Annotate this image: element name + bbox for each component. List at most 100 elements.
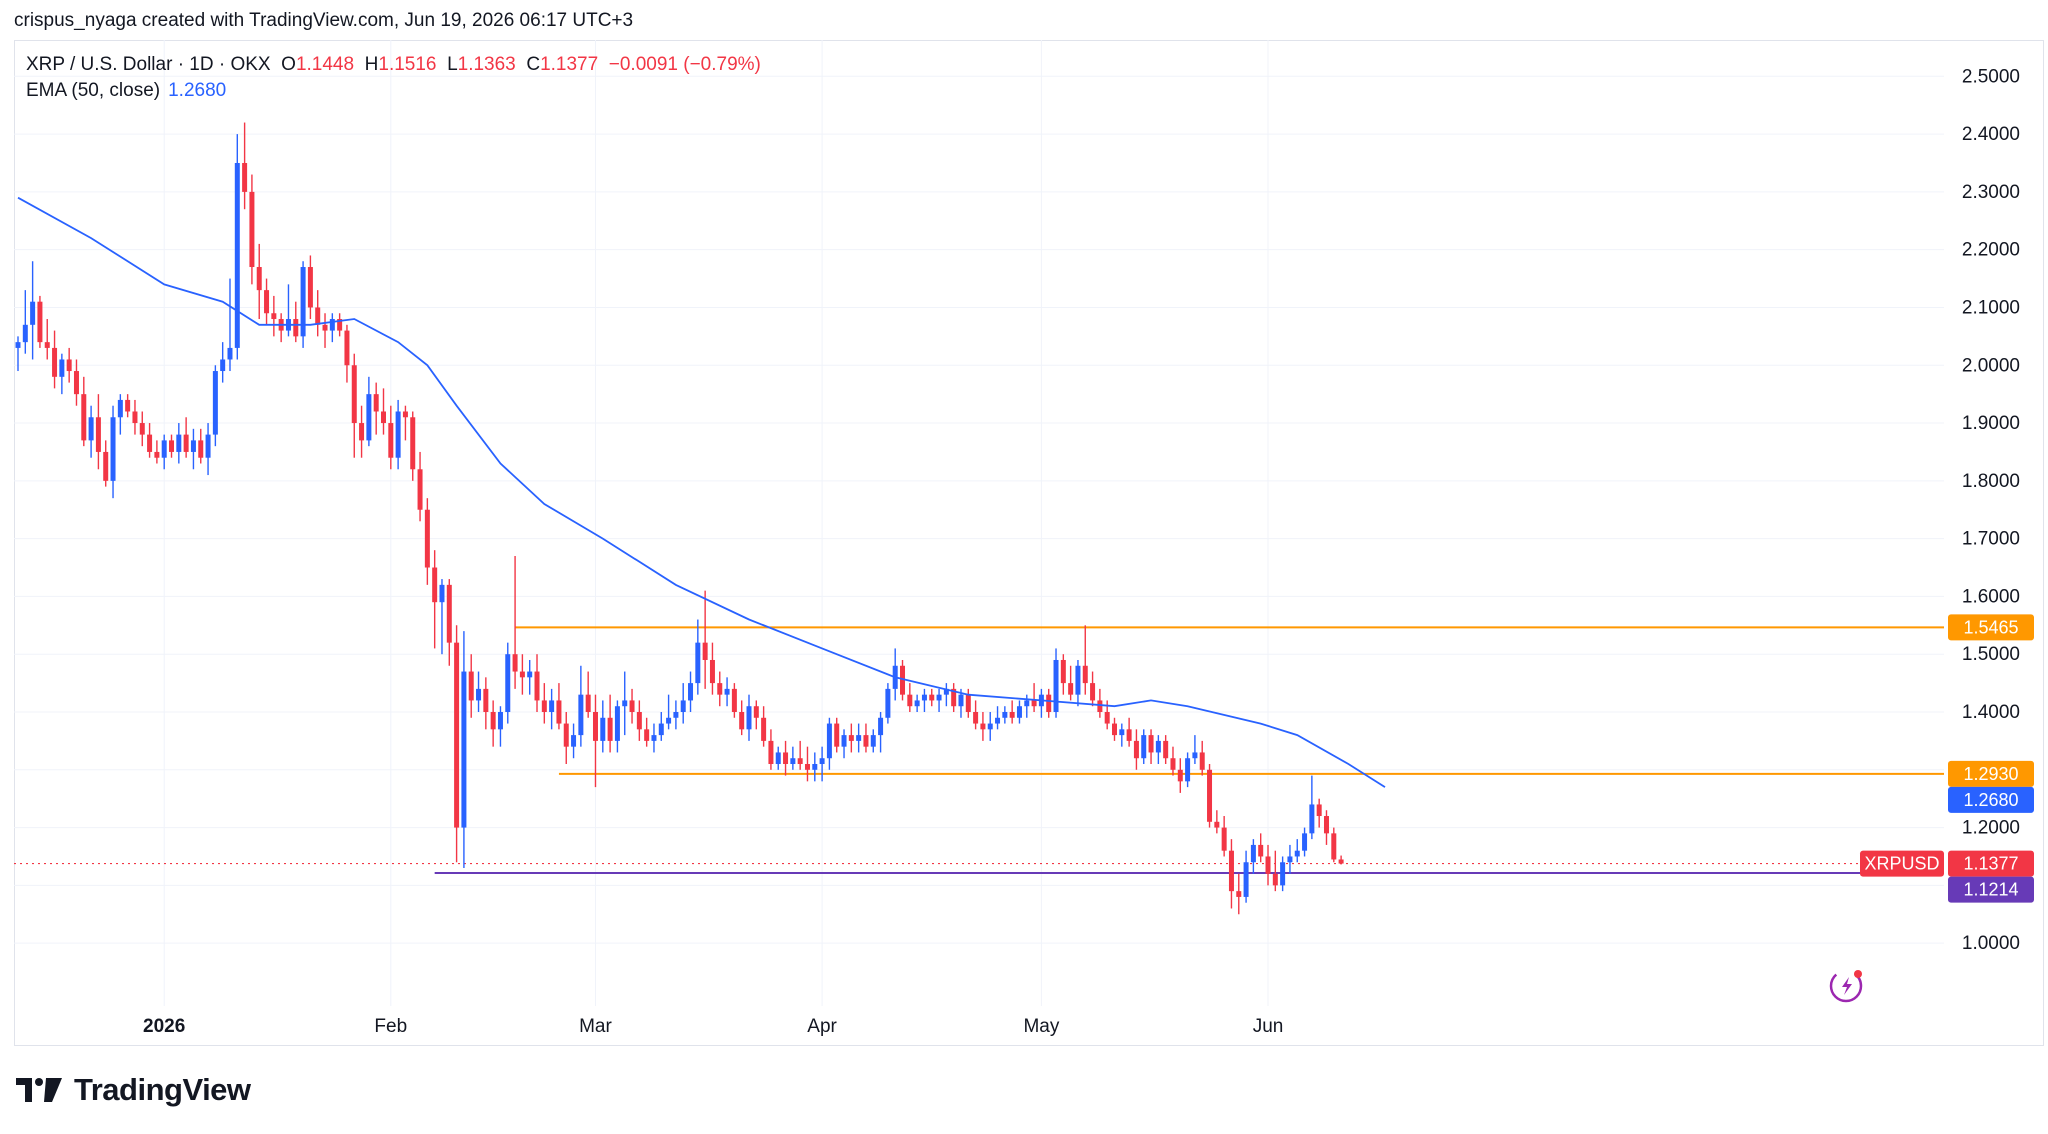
tradingview-logo-icon (16, 1078, 62, 1102)
candle (410, 411, 416, 481)
candle-body (636, 711, 642, 730)
symbol-title[interactable]: XRP / U.S. Dollar · 1D · OKX (26, 54, 271, 75)
replay-icon[interactable] (1829, 969, 1863, 1003)
candle (417, 451, 423, 522)
candle-body (1141, 735, 1147, 759)
candle-body (592, 711, 598, 741)
candle (965, 688, 971, 718)
candle-body (66, 359, 72, 372)
y-tick-label: 1.4000 (1962, 702, 2020, 723)
candle (1192, 735, 1198, 765)
candle (154, 440, 160, 464)
candle (856, 723, 862, 753)
candle-body (1097, 700, 1103, 712)
price-chart[interactable]: 1.00001.10001.20001.30001.40001.50001.60… (0, 0, 2048, 1060)
candle (885, 683, 891, 724)
candle (1228, 839, 1234, 909)
candle-body (30, 301, 36, 325)
candle-body (863, 735, 869, 747)
open-label: O (281, 54, 296, 75)
candle-body (1068, 683, 1074, 695)
candle-body (812, 764, 818, 770)
candle-body (1090, 683, 1096, 701)
candle-body (753, 706, 759, 718)
candle (1280, 856, 1286, 892)
candle-body (819, 758, 825, 765)
candle (285, 284, 291, 337)
candle (1002, 706, 1008, 724)
candle (1031, 683, 1037, 712)
level-badge-1-2930: 1.2930 (1948, 760, 2034, 787)
candle (132, 399, 138, 435)
open-value: 1.1448 (295, 54, 355, 75)
candle (344, 324, 350, 383)
candle-body (783, 752, 789, 765)
candle-body (527, 671, 533, 678)
candle-body (848, 735, 854, 741)
candle (1082, 625, 1088, 695)
y-tick-label: 1.9000 (1962, 413, 2020, 434)
candle-body (147, 434, 153, 452)
price-badges: 1.5465 1.2930 1.2680 1.1377 1.1214 XRPUSD (1860, 614, 2034, 903)
candle (761, 706, 767, 747)
y-tick-label: 1.0000 (1962, 933, 2020, 954)
x-tick-label: Mar (579, 1016, 612, 1037)
y-tick-label: 1.6000 (1962, 586, 2020, 607)
y-tick-label: 2.0000 (1962, 355, 2020, 376)
candle (110, 405, 116, 499)
ema-row[interactable]: EMA (50, close) 1.2680 (26, 78, 761, 104)
candle-body (1046, 694, 1052, 712)
candle-body (205, 434, 211, 458)
candle (980, 711, 986, 741)
candle-body (688, 683, 694, 701)
candle (1250, 839, 1256, 874)
candle (1009, 700, 1015, 724)
ema-value: 1.2680 (168, 80, 227, 101)
candle (30, 261, 36, 360)
candle (1141, 729, 1147, 765)
candle (1038, 688, 1044, 718)
candle-body (81, 394, 87, 441)
candle-body (329, 319, 335, 331)
candle-body (1192, 752, 1198, 759)
candle (585, 671, 591, 718)
candle-body (59, 359, 65, 377)
candle-body (190, 440, 196, 452)
candle (804, 746, 810, 782)
candle (66, 347, 72, 383)
candle (907, 683, 913, 712)
badge-box (1948, 786, 2034, 813)
candle (395, 399, 401, 470)
candle (1214, 810, 1220, 834)
candle (1090, 671, 1096, 707)
candle-body (695, 642, 701, 684)
candle-body (746, 706, 752, 730)
y-tick-label: 2.4000 (1962, 124, 2020, 145)
close-label: C (526, 54, 541, 75)
candle (337, 313, 343, 337)
low-value: 1.1363 (457, 54, 516, 75)
candle (819, 746, 825, 782)
candle-body (870, 735, 876, 747)
candle (329, 313, 335, 343)
candle (768, 729, 774, 770)
candle-body (139, 423, 145, 435)
candle (497, 706, 503, 747)
badge-label: 1.2930 (1963, 764, 2018, 784)
candle (15, 336, 21, 372)
candle (936, 688, 942, 712)
candle-body (709, 659, 715, 684)
candle-body (1236, 891, 1242, 897)
candle (951, 683, 957, 712)
ema-badge-1-2680: 1.2680 (1948, 786, 2034, 813)
candle-body (804, 764, 810, 770)
tradingview-logo[interactable]: TradingView (16, 1072, 251, 1108)
candle-body (1163, 740, 1169, 759)
candle-body (373, 394, 379, 412)
candle-body (73, 371, 79, 395)
candle (1331, 827, 1337, 863)
candle-body (242, 162, 248, 192)
candle-body (307, 267, 313, 308)
candle-body (541, 700, 547, 712)
candlestick-series (15, 122, 1344, 915)
